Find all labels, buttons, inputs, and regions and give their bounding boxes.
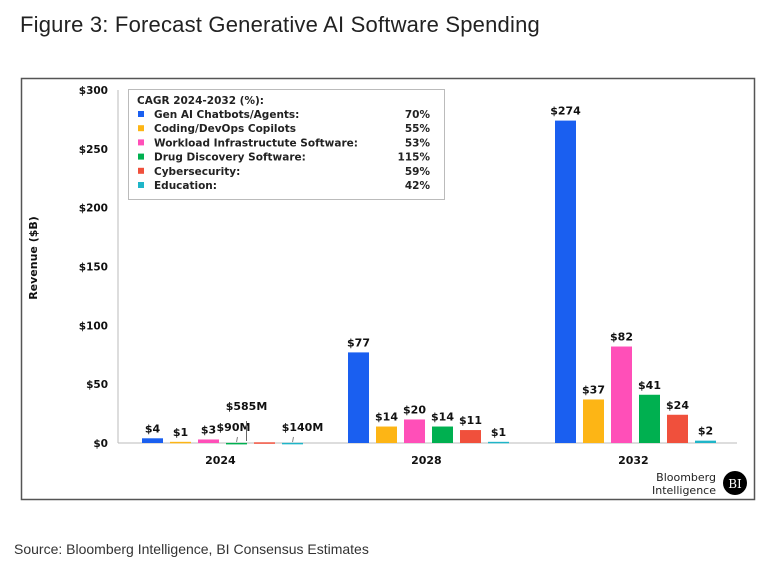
bar xyxy=(432,426,453,443)
bar xyxy=(282,442,303,445)
legend-swatch xyxy=(138,182,144,188)
bar xyxy=(639,394,660,443)
data-label: $82 xyxy=(610,331,633,344)
legend-cagr: 59% xyxy=(405,166,431,178)
data-label: $274 xyxy=(550,105,581,118)
y-tick-label: $100 xyxy=(79,320,108,332)
data-label: $4 xyxy=(145,422,161,435)
data-label: $77 xyxy=(347,336,370,349)
legend-swatch xyxy=(138,111,144,117)
x-tick-label: 2024 xyxy=(205,454,236,467)
bar xyxy=(460,430,481,443)
legend-cagr: 70% xyxy=(405,109,431,121)
bar xyxy=(583,399,604,443)
bloomberg-logo: Bloomberg Intelligence BI xyxy=(652,471,747,497)
bar xyxy=(348,352,369,443)
data-label: $1 xyxy=(491,426,506,439)
x-tick-label: 2028 xyxy=(411,454,442,467)
y-tick-label: $150 xyxy=(79,262,108,274)
y-tick-label: $0 xyxy=(93,438,108,450)
data-label: $1 xyxy=(173,426,188,439)
logo-line1: Bloomberg xyxy=(656,471,716,484)
legend-title: CAGR 2024-2032 (%): xyxy=(137,95,264,107)
legend-cagr: 42% xyxy=(405,180,431,192)
chart-frame xyxy=(20,77,756,501)
data-label: $41 xyxy=(638,379,661,392)
legend-swatch xyxy=(138,167,144,174)
legend-entry: Workload Infrastructute Software: xyxy=(154,137,358,149)
legend-cagr: 53% xyxy=(405,137,431,149)
bar xyxy=(404,419,425,443)
legend-entry: Coding/DevOps Copilots xyxy=(154,123,296,135)
legend-box xyxy=(128,89,445,200)
x-tick-label: 2032 xyxy=(618,454,649,467)
bar xyxy=(376,426,397,443)
y-tick-label: $250 xyxy=(79,144,108,156)
bar xyxy=(667,414,688,443)
bar xyxy=(226,442,247,445)
data-label: $37 xyxy=(582,383,605,396)
y-tick-label: $300 xyxy=(79,85,108,97)
data-label: $24 xyxy=(666,399,689,412)
bar xyxy=(611,346,632,443)
legend-swatch xyxy=(138,125,144,132)
data-label: $2 xyxy=(698,425,713,438)
data-label: $14 xyxy=(375,411,398,424)
legend-entry: Gen AI Chatbots/Agents: xyxy=(154,109,299,121)
data-label: $11 xyxy=(459,414,482,427)
bi-badge-icon xyxy=(723,471,747,495)
bar xyxy=(170,441,191,444)
leader-line xyxy=(236,436,238,443)
y-tick-label: $50 xyxy=(86,379,108,391)
legend-swatch xyxy=(138,153,144,160)
bar xyxy=(198,439,219,443)
data-label: $20 xyxy=(403,403,426,416)
data-label: $585M xyxy=(226,400,268,413)
bar xyxy=(555,120,576,444)
bar xyxy=(695,440,716,443)
legend-entry: Education: xyxy=(154,180,217,192)
source-note: Source: Bloomberg Intelligence, BI Conse… xyxy=(14,541,369,557)
data-label: $90M xyxy=(217,421,251,434)
y-tick-label: $200 xyxy=(79,203,108,215)
data-label: $140M xyxy=(282,421,324,434)
logo-line2: Intelligence xyxy=(652,484,716,497)
logo-badge: BI xyxy=(728,477,742,491)
legend-swatch xyxy=(138,139,144,146)
legend-cagr: 115% xyxy=(398,152,431,164)
legend-entry: Drug Discovery Software: xyxy=(154,152,306,164)
legend-cagr: 55% xyxy=(405,123,431,135)
bar xyxy=(254,442,275,444)
bar xyxy=(142,438,163,443)
y-axis-label: Revenue ($B) xyxy=(27,216,40,300)
data-label: $14 xyxy=(431,411,454,424)
bar xyxy=(488,441,509,444)
figure-title: Figure 3: Forecast Generative AI Softwar… xyxy=(20,12,540,37)
legend-entry: Cybersecurity: xyxy=(154,166,240,178)
leader-line xyxy=(292,436,294,443)
data-label: $3 xyxy=(201,423,216,436)
